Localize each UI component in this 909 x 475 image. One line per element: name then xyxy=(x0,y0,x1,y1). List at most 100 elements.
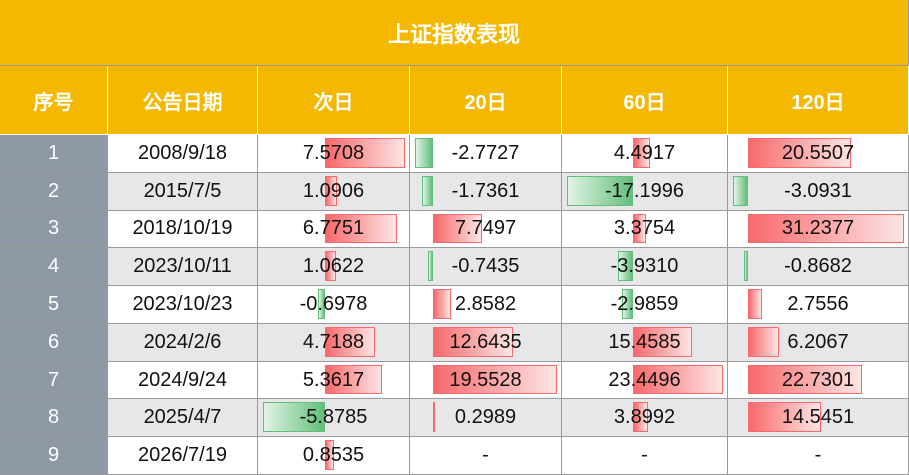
data-bar xyxy=(617,251,633,282)
table-cell: 2.8582 xyxy=(410,286,562,324)
row-index: 5 xyxy=(0,286,108,324)
column-header: 序号 xyxy=(0,66,108,135)
data-bar xyxy=(621,289,633,319)
row-index: 3 xyxy=(0,210,108,249)
data-bar xyxy=(317,289,326,319)
data-bar xyxy=(748,289,763,319)
cell-text: 次日 xyxy=(313,91,354,114)
cell-text: 2018/10/19 xyxy=(132,217,233,240)
table-cell: - xyxy=(410,437,562,475)
row-index: 2 xyxy=(0,172,108,211)
cell-text: 4 xyxy=(47,255,60,278)
column-header: 60日 xyxy=(562,66,728,135)
data-bar xyxy=(748,138,851,168)
cell-text: 0.2989 xyxy=(454,406,517,429)
table-cell: -5.8785 xyxy=(258,399,410,438)
cell-text: 2026/7/19 xyxy=(138,444,227,467)
table-cell: 22.7301 xyxy=(728,361,909,400)
table-cell: -3.9310 xyxy=(562,248,728,287)
table-cell: 23.4496 xyxy=(562,361,728,400)
cell-text: -2.9859 xyxy=(610,292,679,315)
column-header: 20日 xyxy=(410,66,562,135)
table-cell: -1.7361 xyxy=(410,172,562,211)
data-bar xyxy=(325,175,337,206)
table-cell: 4.7188 xyxy=(258,323,410,362)
data-bar xyxy=(432,326,514,357)
cell-text: 14.5451 xyxy=(781,406,855,429)
cell-text: 7 xyxy=(47,368,60,391)
data-bar xyxy=(325,251,337,282)
table-cell: 6.7751 xyxy=(258,210,410,249)
data-bar xyxy=(748,402,821,433)
table-cell: 2008/9/18 xyxy=(108,135,258,173)
data-bar xyxy=(633,402,648,433)
row-index: 6 xyxy=(0,323,108,362)
table-cell: 15.4585 xyxy=(562,323,728,362)
cell-text: 2023/10/11 xyxy=(133,255,232,278)
table-cell: 1.0906 xyxy=(258,172,410,211)
cell-text: -3.9310 xyxy=(610,255,679,278)
data-bar xyxy=(744,251,749,282)
cell-text: 20日 xyxy=(464,91,507,114)
data-bar xyxy=(633,364,723,395)
cell-text: 120日 xyxy=(791,91,845,114)
cell-text: 2 xyxy=(47,179,60,202)
table-cell: 3.3754 xyxy=(562,210,728,249)
cell-text: 6.2067 xyxy=(787,330,849,353)
cell-text: -0.6978 xyxy=(299,292,368,315)
data-bar xyxy=(325,326,375,357)
table-cell: -17.1996 xyxy=(562,172,728,211)
cell-text: 序号 xyxy=(33,91,74,114)
table-cell: -0.6978 xyxy=(258,286,410,324)
cell-text: 23.4496 xyxy=(608,368,681,391)
data-bar xyxy=(748,213,904,244)
cell-text: -1.7361 xyxy=(451,179,520,202)
cell-text: 3 xyxy=(47,217,60,240)
table-cell: - xyxy=(562,437,728,475)
table-cell: -2.7727 xyxy=(410,135,562,173)
cell-text: 3.3754 xyxy=(613,217,676,240)
cell-text: -17.1996 xyxy=(605,179,684,202)
cell-text: 4.4917 xyxy=(613,141,676,164)
cell-text: 20.5507 xyxy=(781,141,855,164)
table-cell: 7.5708 xyxy=(258,135,410,173)
table-cell: 6.2067 xyxy=(728,323,909,362)
cell-text: 2.8582 xyxy=(454,292,517,315)
cell-text: 19.5528 xyxy=(449,368,522,391)
data-bar xyxy=(325,138,405,168)
cell-text: 8 xyxy=(47,406,60,429)
cell-text: 3.8992 xyxy=(613,406,676,429)
table-cell: 0.2989 xyxy=(410,399,562,438)
cell-text: 7.7497 xyxy=(454,217,517,240)
table-cell: 20.5507 xyxy=(728,135,909,173)
table-cell: -0.8682 xyxy=(728,248,909,287)
table-cell: 14.5451 xyxy=(728,399,909,438)
table-cell: 0.8535 xyxy=(258,437,410,475)
cell-text: 5 xyxy=(47,292,60,315)
data-bar xyxy=(432,213,482,244)
table-cell: 2.7556 xyxy=(728,286,909,324)
cell-text: 6.7751 xyxy=(302,217,365,240)
table-cell: 1.0622 xyxy=(258,248,410,287)
cell-text: - xyxy=(482,444,489,467)
cell-text: 6 xyxy=(47,330,60,353)
data-bar xyxy=(733,175,749,206)
cell-text: 4.7188 xyxy=(302,330,365,353)
table-cell: 2025/4/7 xyxy=(108,399,258,438)
column-header: 次日 xyxy=(258,66,410,135)
cell-text: 1 xyxy=(47,141,60,164)
cell-text: 60日 xyxy=(623,91,666,114)
table-cell: 19.5528 xyxy=(410,361,562,400)
cell-text: 31.2377 xyxy=(781,217,855,240)
column-header: 公告日期 xyxy=(108,66,258,135)
cell-text: -2.7727 xyxy=(451,141,520,164)
cell-text: 2024/2/6 xyxy=(143,330,222,353)
row-index: 9 xyxy=(0,437,108,475)
cell-text: 2008/9/18 xyxy=(138,141,227,164)
cell-text: 2024/9/24 xyxy=(138,368,227,391)
row-index: 7 xyxy=(0,361,108,400)
table-cell: - xyxy=(728,437,909,475)
table-cell: 2018/10/19 xyxy=(108,210,258,249)
cell-text: 上证指数表现 xyxy=(387,21,520,47)
cell-text: 公告日期 xyxy=(142,91,223,114)
